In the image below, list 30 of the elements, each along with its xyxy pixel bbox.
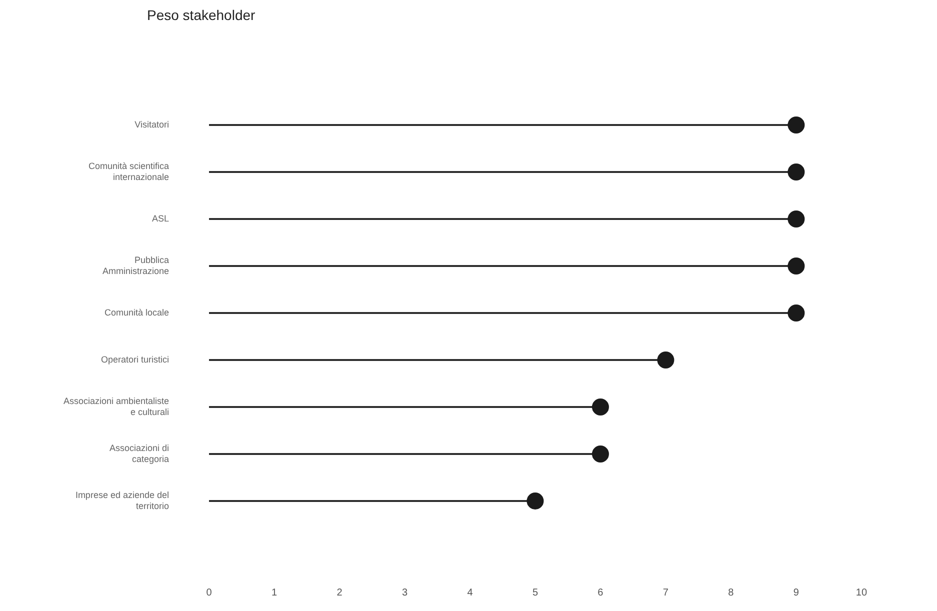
y-tick-label: Comunità scientifica internazionale bbox=[88, 161, 169, 182]
y-tick-label: Comunità locale bbox=[104, 307, 169, 318]
point bbox=[788, 258, 805, 274]
x-tick-label: 2 bbox=[336, 587, 343, 598]
point bbox=[788, 210, 805, 228]
x-tick-label: 10 bbox=[856, 587, 868, 598]
x-tick-label: 7 bbox=[662, 587, 669, 598]
point bbox=[788, 164, 805, 180]
y-tick-label: Imprese ed aziende del territorio bbox=[75, 490, 169, 511]
x-tick-label: 8 bbox=[728, 587, 734, 598]
point bbox=[788, 304, 805, 322]
point bbox=[526, 492, 544, 510]
x-tick-label: 1 bbox=[271, 587, 278, 598]
x-tick-label: 9 bbox=[793, 587, 800, 598]
x-tick-label: 0 bbox=[206, 587, 212, 598]
y-tick-label: ASL bbox=[152, 213, 169, 224]
x-tick-label: 4 bbox=[467, 587, 474, 598]
x-tick-label: 5 bbox=[532, 587, 538, 598]
y-tick-label: Associazioni ambientaliste e culturali bbox=[63, 396, 169, 417]
x-tick-label: 3 bbox=[402, 587, 408, 598]
y-tick-label: Operatori turistici bbox=[100, 354, 169, 364]
point bbox=[592, 446, 609, 462]
y-tick-label: Visitatori bbox=[134, 119, 169, 130]
y-tick-label: Pubblica Amministrazione bbox=[102, 255, 169, 276]
chart-title: Peso stakeholder bbox=[146, 7, 256, 25]
x-tick-label: 6 bbox=[598, 587, 604, 598]
point bbox=[592, 398, 609, 416]
point bbox=[657, 352, 674, 368]
y-tick-label: Associazioni di categoria bbox=[109, 443, 169, 464]
point bbox=[788, 116, 805, 134]
